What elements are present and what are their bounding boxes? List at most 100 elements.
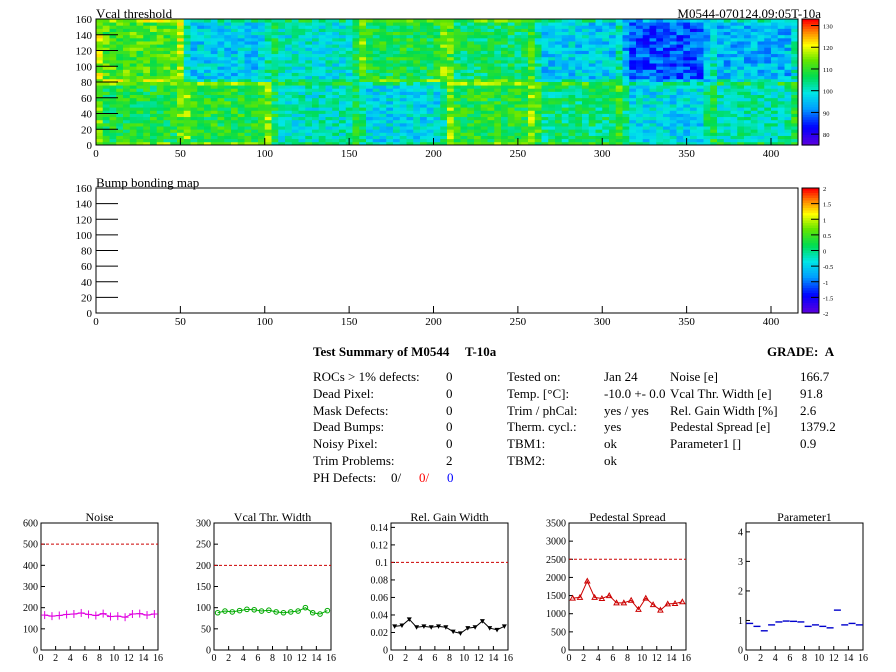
pixel-cell <box>150 100 158 105</box>
pixel-cell <box>123 66 131 70</box>
pixel-cell <box>460 104 468 108</box>
data-point <box>494 627 500 633</box>
pixel-cell <box>372 113 380 118</box>
pixel-cell <box>642 72 650 77</box>
pixel-cell <box>629 56 637 61</box>
pixel-cell <box>656 63 664 67</box>
colorbar-cell <box>802 119 819 123</box>
colorbar-cell <box>802 195 819 199</box>
pixel-cell <box>372 135 380 140</box>
pixel-cell <box>291 135 299 140</box>
pixel-cell <box>278 100 286 105</box>
pixel-cell <box>683 94 691 99</box>
pixel-cell <box>264 28 272 32</box>
pixel-cell <box>507 110 515 114</box>
pixel-cell <box>258 44 266 48</box>
pixel-cell <box>602 50 610 55</box>
pixel-cell <box>123 88 131 92</box>
pixel-cell <box>251 19 259 23</box>
pixel-cell <box>339 129 347 133</box>
pixel-cell <box>129 78 137 83</box>
pixel-cell <box>690 138 698 143</box>
pixel-cell <box>312 66 320 70</box>
pixel-cell <box>649 135 657 140</box>
pixel-cell <box>210 19 218 23</box>
pixel-cell <box>224 37 232 42</box>
pixel-cell <box>447 110 455 114</box>
pixel-cell <box>177 91 185 95</box>
pixel-cell <box>312 138 320 143</box>
pixel-cell <box>264 47 272 51</box>
pixel-cell <box>528 138 536 143</box>
pixel-cell <box>210 47 218 51</box>
pixel-cell <box>474 119 482 124</box>
pixel-cell <box>757 116 765 121</box>
pixel-cell <box>96 129 104 133</box>
pixel-cell <box>595 122 603 127</box>
pixel-cell <box>116 56 124 61</box>
pixel-cell <box>737 110 745 114</box>
pixel-cell <box>197 56 205 61</box>
pixel-cell <box>622 53 630 58</box>
pixel-cell <box>109 78 117 83</box>
pixel-cell <box>609 104 617 108</box>
pixel-cell <box>156 19 164 23</box>
pixel-cell <box>305 100 313 105</box>
pixel-cell <box>332 22 340 26</box>
pixel-cell <box>629 129 637 133</box>
pixel-cell <box>305 31 313 36</box>
pixel-cell <box>730 88 738 92</box>
pixel-cell <box>318 66 326 70</box>
pixel-cell <box>507 53 515 58</box>
pixel-cell <box>345 44 353 48</box>
pixel-cell <box>642 59 650 64</box>
pixel-cell <box>710 72 718 77</box>
pixel-cell <box>237 72 245 77</box>
pixel-cell <box>750 141 758 146</box>
pixel-cell <box>399 44 407 48</box>
pixel-cell <box>447 82 455 86</box>
pixel-cell <box>629 88 637 92</box>
pixel-cell <box>123 97 131 102</box>
pixel-cell <box>555 100 563 105</box>
pixel-cell <box>332 88 340 92</box>
pixel-cell <box>602 78 610 83</box>
pixel-cell <box>318 116 326 121</box>
pixel-cell <box>197 82 205 86</box>
pixel-cell <box>629 34 637 39</box>
pixel-cell <box>501 75 509 80</box>
pixel-cell <box>278 119 286 124</box>
pixel-cell <box>231 47 239 51</box>
pixel-cell <box>204 28 212 32</box>
pixel-cell <box>501 25 509 29</box>
pixel-cell <box>379 94 387 99</box>
series-line <box>572 579 683 611</box>
pixel-cell <box>366 94 374 99</box>
pixel-cell <box>487 56 495 61</box>
pixel-cell <box>609 63 617 67</box>
x-tick-label: 16 <box>153 653 163 664</box>
pixel-cell <box>129 63 137 67</box>
pixel-cell <box>514 50 522 55</box>
pixel-cell <box>372 34 380 39</box>
pixel-cell <box>750 129 758 133</box>
x-tick-label: 10 <box>459 653 469 664</box>
pixel-cell <box>669 91 677 95</box>
colorbar-cell <box>802 132 819 136</box>
pixel-cell <box>345 100 353 105</box>
pixel-cell <box>784 113 792 118</box>
pixel-cell <box>251 78 259 83</box>
pixel-cell <box>723 138 731 143</box>
pixel-cell <box>379 19 387 23</box>
pixel-cell <box>636 63 644 67</box>
pixel-cell <box>393 113 401 118</box>
pixel-cell <box>177 59 185 64</box>
data-point <box>280 609 287 616</box>
pixel-cell <box>426 53 434 58</box>
pixel-cell <box>568 63 576 67</box>
pixel-cell <box>555 138 563 143</box>
pixel-cell <box>426 88 434 92</box>
pixel-cell <box>575 107 583 111</box>
pixel-cell <box>501 37 509 42</box>
pixel-cell <box>339 97 347 102</box>
